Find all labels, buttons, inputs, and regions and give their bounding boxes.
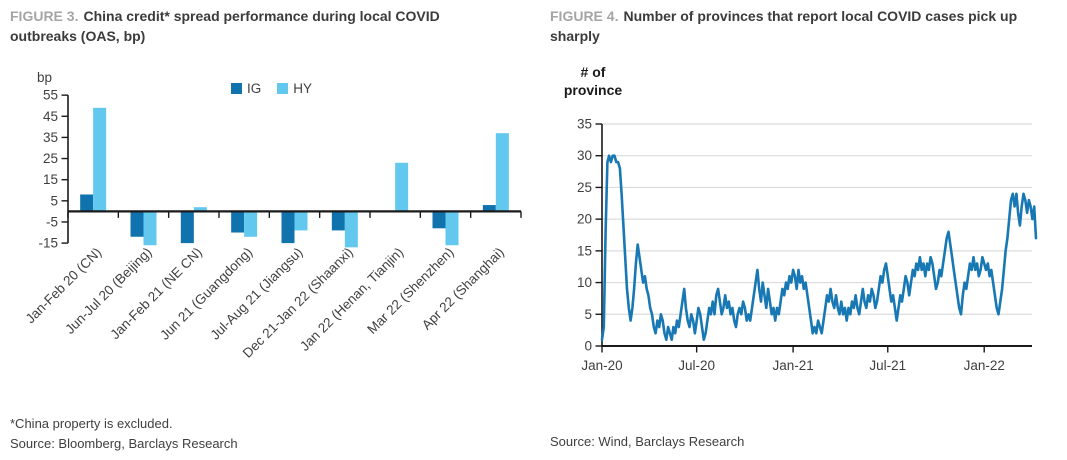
figure4-title-line1: Number of provinces that report local CO… bbox=[623, 8, 1018, 24]
figure4-title: FIGURE 4. Number of provinces that report… bbox=[550, 6, 1060, 46]
bar-ig-7 bbox=[432, 211, 446, 229]
legend-item-ig: IG bbox=[231, 81, 261, 96]
figure4-y-axis-unit-line1: # of bbox=[580, 64, 606, 80]
bar-hy-8 bbox=[495, 133, 509, 212]
y-tick-label: 35 bbox=[577, 116, 592, 131]
figure3-source: Source: Bloomberg, Barclays Research bbox=[10, 436, 238, 451]
figure3-title-line1: China credit* spread performance during … bbox=[83, 8, 440, 24]
figure4-source: Source: Wind, Barclays Research bbox=[550, 434, 745, 449]
figure4-source-block: Source: Wind, Barclays Research bbox=[550, 432, 744, 452]
x-tick-label: Jul-20 bbox=[678, 358, 715, 373]
y-tick-label: 10 bbox=[577, 275, 592, 290]
bar-hy-0 bbox=[93, 107, 107, 212]
x-category-label: Jan 22 (Henan, Tianjin) bbox=[297, 245, 406, 354]
y-tick-label: 55 bbox=[43, 88, 58, 103]
y-tick-label: 30 bbox=[577, 148, 592, 163]
bar-hy-6 bbox=[395, 162, 409, 212]
bar-ig-0 bbox=[80, 194, 94, 212]
figure4-line-chart: 0 5 10 15 20 25 30 35 Jan-20 Jul-20 Jan-21 Jul-21 Ja… bbox=[577, 116, 1038, 373]
figure3-legend: IG HY bbox=[231, 81, 312, 96]
bar-hy-2 bbox=[193, 207, 207, 212]
legend-item-hy: HY bbox=[277, 81, 312, 96]
x-category-label: Jul-Aug 21 (Jiangsu) bbox=[207, 245, 305, 343]
x-category-label: Jan-Feb 21 (NE CN) bbox=[107, 245, 205, 343]
bar-ig-8 bbox=[482, 205, 496, 212]
figure4-title-line2: sharply bbox=[550, 28, 600, 44]
legend-swatch-ig-icon bbox=[231, 83, 242, 94]
bar-ig-4 bbox=[281, 211, 295, 244]
x-category-label: Mar 22 (Shenzhen) bbox=[364, 245, 456, 337]
y-tick-label: 0 bbox=[584, 339, 592, 354]
y-tick-label: -15 bbox=[38, 236, 58, 251]
figure3-y-axis-unit: bp bbox=[37, 70, 53, 85]
legend-swatch-hy-icon bbox=[277, 83, 289, 94]
province-count-line bbox=[600, 154, 1038, 342]
y-tick-label: 25 bbox=[577, 180, 592, 195]
figure3-footnote-block: *China property is excluded. Source: Blo… bbox=[10, 414, 238, 454]
x-tick-label: Jan-20 bbox=[581, 358, 622, 373]
y-tick-label: 35 bbox=[43, 130, 58, 145]
y-tick-label: 15 bbox=[577, 243, 592, 258]
figure3-footnote: *China property is excluded. bbox=[10, 416, 173, 431]
y-tick-label: 15 bbox=[43, 172, 58, 187]
bar-ig-5 bbox=[331, 211, 345, 231]
x-category-label: Jun-Jul 20 (Beijing) bbox=[62, 245, 154, 337]
figure3-title: FIGURE 3. China credit* spread performanc… bbox=[10, 6, 515, 46]
bar-ig-2 bbox=[180, 211, 194, 244]
x-tick-label: Jul-21 bbox=[869, 358, 906, 373]
figure3-figure-label: FIGURE 3. bbox=[10, 8, 79, 24]
figure4-figure-label: FIGURE 4. bbox=[550, 8, 619, 24]
x-category-label: Jun 21 (Guangdong) bbox=[157, 245, 255, 343]
figure4-y-axis-unit-line2: province bbox=[563, 82, 623, 98]
y-tick-label: -5 bbox=[46, 214, 58, 229]
x-tick-label: Jan-21 bbox=[772, 358, 813, 373]
x-tick-label: Jan-22 bbox=[964, 358, 1005, 373]
y-tick-label: 5 bbox=[584, 307, 592, 322]
bar-hy-4 bbox=[294, 211, 308, 231]
legend-label-ig: IG bbox=[247, 81, 262, 96]
figure4-y-axis-unit: # of province bbox=[553, 63, 633, 99]
bar-hy-5 bbox=[344, 211, 358, 248]
legend-label-hy: HY bbox=[293, 81, 313, 96]
bar-hy-1 bbox=[143, 211, 157, 246]
bar-ig-1 bbox=[130, 211, 144, 237]
figure3-title-line2: outbreaks (OAS, bp) bbox=[10, 28, 146, 44]
bar-ig-3 bbox=[231, 211, 245, 233]
y-tick-label: 5 bbox=[50, 193, 58, 208]
y-tick-label: 45 bbox=[43, 109, 58, 124]
bar-hy-7 bbox=[445, 211, 459, 246]
bar-hy-3 bbox=[244, 211, 258, 237]
y-tick-label: 20 bbox=[577, 212, 592, 227]
y-tick-label: 25 bbox=[43, 151, 58, 166]
